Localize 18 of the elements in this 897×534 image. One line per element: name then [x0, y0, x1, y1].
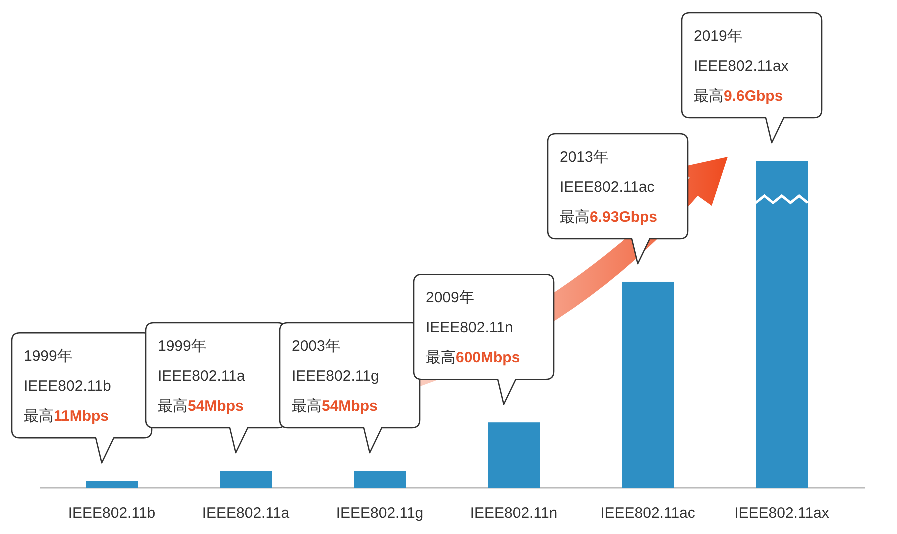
bar: [86, 481, 138, 488]
annotation: 2009年 IEEE802.11n 最高600Mbps: [426, 290, 520, 367]
bar: [354, 470, 406, 488]
x-tick-label: IEEE802.11g: [336, 505, 424, 522]
bar: [622, 282, 674, 488]
x-tick-label: IEEE802.11b: [68, 505, 156, 522]
bar: [488, 422, 540, 488]
bar: [220, 470, 272, 488]
bar: [756, 161, 808, 488]
x-tick-label: IEEE802.11ac: [600, 505, 696, 522]
x-tick-label: IEEE802.11a: [202, 505, 290, 522]
annotation: 1999年 IEEE802.11b 最高11Mbps: [24, 348, 112, 426]
x-tick-label: IEEE802.11n: [470, 505, 558, 522]
annotation: 1999年 IEEE802.11a 最高54Mbps: [158, 338, 246, 415]
annotation: 2013年 IEEE802.11ac 最高6.93Gbps: [560, 148, 658, 226]
x-tick-label: IEEE802.11ax: [734, 505, 830, 522]
text: 2019年 IEEE802.11ax 最高9.6Gbps: [694, 28, 790, 105]
annotation: 2003年 IEEE802.11g 最高54Mbps: [292, 338, 380, 415]
